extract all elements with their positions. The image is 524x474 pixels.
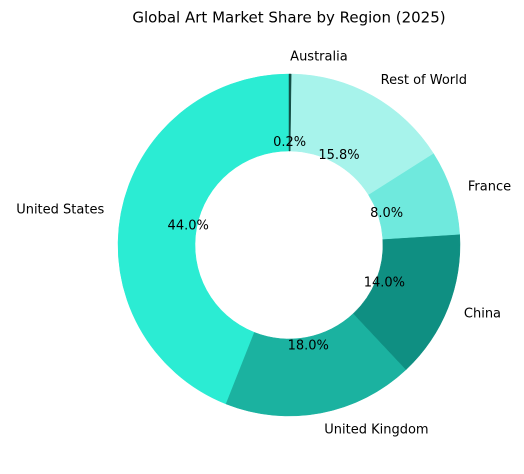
slice-label: Australia	[290, 49, 348, 64]
chart-title: Global Art Market Share by Region (2025)	[132, 9, 445, 27]
pct-label: 8.0%	[370, 206, 403, 221]
slice-label: China	[464, 307, 501, 322]
pct-label: 0.2%	[273, 135, 306, 150]
slice-label: Rest of World	[381, 73, 467, 88]
pct-label: 15.8%	[318, 148, 359, 163]
pct-label: 14.0%	[364, 275, 405, 290]
slice-label: United States	[16, 202, 104, 217]
slice-label: France	[468, 179, 511, 194]
slice-label: United Kingdom	[324, 422, 428, 437]
pct-label: 44.0%	[168, 218, 209, 233]
donut-slice	[288, 73, 292, 152]
donut-slice	[117, 73, 290, 405]
pct-label: 18.0%	[288, 338, 329, 353]
